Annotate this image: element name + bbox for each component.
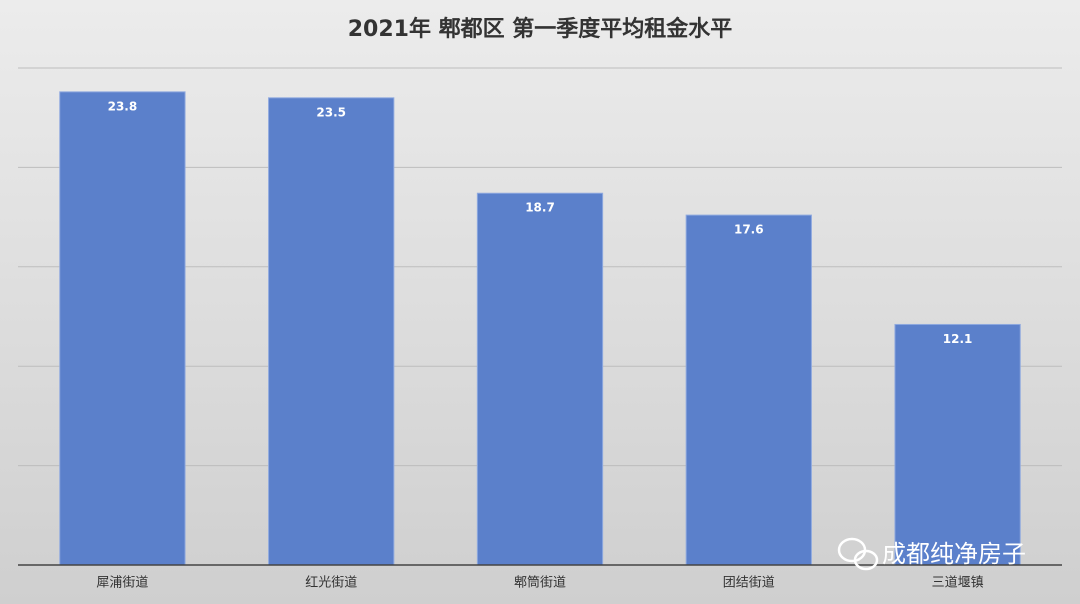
data-label: 23.5 [316, 105, 346, 119]
x-tick-label: 红光街道 [305, 575, 357, 591]
bar [268, 97, 395, 566]
x-tick-label: 郫筒街道 [514, 575, 566, 591]
bar [476, 192, 604, 566]
data-label: 18.7 [525, 201, 555, 215]
x-tick-label: 犀浦街道 [96, 576, 148, 591]
x-tick-label: 团结街道 [723, 576, 775, 591]
watermark: 成都纯净房子 [837, 537, 1026, 571]
watermark-icon [853, 549, 879, 571]
chart-title: 2021年 郫都区 第一季度平均租金水平 [348, 16, 733, 42]
watermark-text: 成都纯净房子 [882, 540, 1026, 568]
bar [59, 91, 186, 566]
bar [685, 214, 812, 566]
data-label: 17.6 [734, 223, 764, 237]
bar [894, 323, 1021, 566]
data-label: 23.8 [108, 99, 138, 113]
data-label: 12.1 [943, 332, 973, 346]
x-tick-label: 三道堰镇 [932, 576, 984, 591]
